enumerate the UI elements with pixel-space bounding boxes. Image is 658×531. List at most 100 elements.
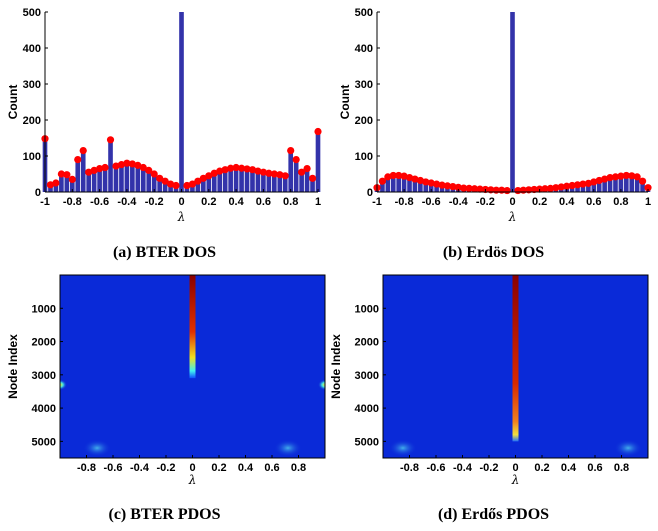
bar — [586, 183, 591, 192]
bar — [315, 131, 321, 192]
data-point — [46, 181, 55, 189]
bar — [634, 176, 640, 192]
hot-spot — [388, 439, 417, 457]
y-tick-label: 1000 — [355, 303, 379, 315]
panel-c: -0.8 -0.6 -0.4 -0.2 0 0.2 0.4 0.6 0.8 1000 2000 300… — [6, 274, 326, 487]
data-point — [568, 181, 576, 190]
data-point — [243, 165, 251, 173]
bar — [168, 184, 173, 192]
y-tick-label: 4000 — [32, 403, 56, 415]
bar — [64, 174, 70, 192]
data-point — [411, 175, 419, 183]
bar — [596, 180, 602, 192]
bar — [195, 181, 201, 192]
y-tick-label: 4000 — [355, 403, 379, 415]
data-point — [90, 166, 98, 174]
bar — [162, 181, 168, 192]
data-point — [476, 185, 484, 193]
y-tick-label: 200 — [355, 115, 373, 127]
data-point — [573, 181, 582, 189]
data-point — [557, 183, 565, 191]
x-tick-label: 0.6 — [256, 196, 271, 208]
bar — [130, 163, 135, 192]
x-tick-label: -0.6 — [422, 196, 441, 208]
bar — [428, 183, 434, 192]
data-point — [68, 175, 76, 183]
data-point — [449, 183, 457, 191]
x-tick-label: 0.2 — [201, 196, 216, 208]
data-point — [57, 170, 65, 178]
data-point — [248, 166, 257, 174]
x-tick-label: 1 — [315, 196, 321, 208]
x-tick-label: -1 — [40, 196, 50, 208]
bar — [244, 168, 250, 192]
bar — [151, 174, 157, 192]
data-point — [405, 174, 414, 182]
caption-b: (b) Erdös DOS — [442, 244, 545, 261]
x-tick-label: -0.4 — [453, 462, 473, 474]
data-point — [237, 164, 246, 172]
hot-spot — [273, 439, 302, 457]
data-point — [611, 173, 620, 181]
data-point — [161, 177, 169, 185]
data-point — [156, 174, 164, 182]
data-point — [416, 176, 424, 185]
bar — [59, 174, 64, 192]
bar — [201, 178, 206, 192]
x-tick-label: 0.4 — [561, 462, 577, 474]
bar — [135, 165, 141, 192]
data-point — [552, 184, 560, 192]
data-point — [287, 147, 295, 155]
x-tick-label: -0.2 — [476, 196, 495, 208]
x-tick-label: 0.2 — [532, 196, 547, 208]
data-point — [106, 136, 115, 144]
data-point — [454, 183, 462, 191]
data-point — [188, 180, 197, 188]
bar — [157, 178, 162, 192]
x-tick-label: 1 — [645, 196, 651, 208]
bar — [385, 176, 391, 192]
x-tick-label: -1 — [372, 196, 382, 208]
x-tick-label: -0.2 — [480, 462, 499, 474]
data-point — [221, 166, 229, 174]
x-tick-label: 0.6 — [587, 462, 602, 474]
data-point — [530, 185, 538, 194]
y-tick-label: 300 — [23, 79, 41, 91]
x-tick-label: -0.8 — [400, 462, 419, 474]
data-point — [298, 168, 306, 176]
y-tick-label: 500 — [355, 7, 373, 19]
bar — [119, 164, 124, 192]
bar — [108, 139, 113, 192]
bar — [423, 181, 429, 192]
y-tick-label: 200 — [23, 115, 41, 127]
bar — [390, 175, 396, 192]
x-tick-label: -0.2 — [157, 462, 176, 474]
bar — [75, 159, 81, 192]
bar — [613, 176, 618, 192]
bar — [607, 177, 613, 192]
data-point — [590, 178, 598, 186]
bar — [580, 184, 586, 192]
heatmap-cells — [60, 275, 325, 457]
bar — [222, 169, 228, 192]
data-point — [128, 160, 136, 168]
data-point — [210, 169, 218, 177]
data-point — [579, 180, 587, 188]
data-point — [400, 172, 408, 180]
x-tick-label: 0 — [512, 462, 518, 474]
y-tick-label: 400 — [355, 43, 373, 55]
bar — [310, 178, 315, 192]
panel-a: -1 -0.8 -0.6 -0.4 -0.2 0 0.2 0.4 0.6 0.8 1 0 100 200 3… — [6, 7, 322, 224]
bar — [261, 172, 266, 192]
bar — [591, 181, 597, 192]
bar — [304, 168, 310, 192]
y-tick-label: 2000 — [32, 337, 56, 349]
heatmap-cells — [388, 275, 643, 457]
data-point — [438, 181, 446, 189]
y-tick-label: 0 — [35, 187, 41, 199]
bar — [624, 175, 629, 192]
y-axis-label: Count — [6, 85, 20, 120]
x-tick-label: 0.8 — [283, 196, 298, 208]
bar — [217, 171, 223, 192]
